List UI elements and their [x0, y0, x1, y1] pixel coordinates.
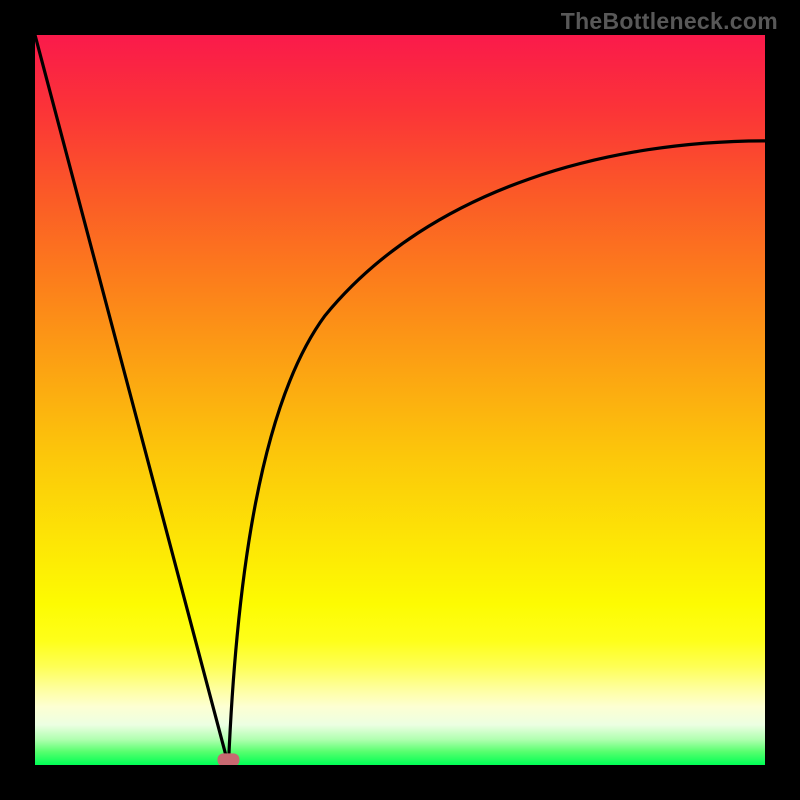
valley-marker — [217, 753, 239, 765]
gradient-background — [35, 35, 765, 765]
watermark-text: TheBottleneck.com — [561, 8, 778, 35]
chart-container: TheBottleneck.com — [0, 0, 800, 800]
chart-plot-area — [35, 35, 765, 765]
